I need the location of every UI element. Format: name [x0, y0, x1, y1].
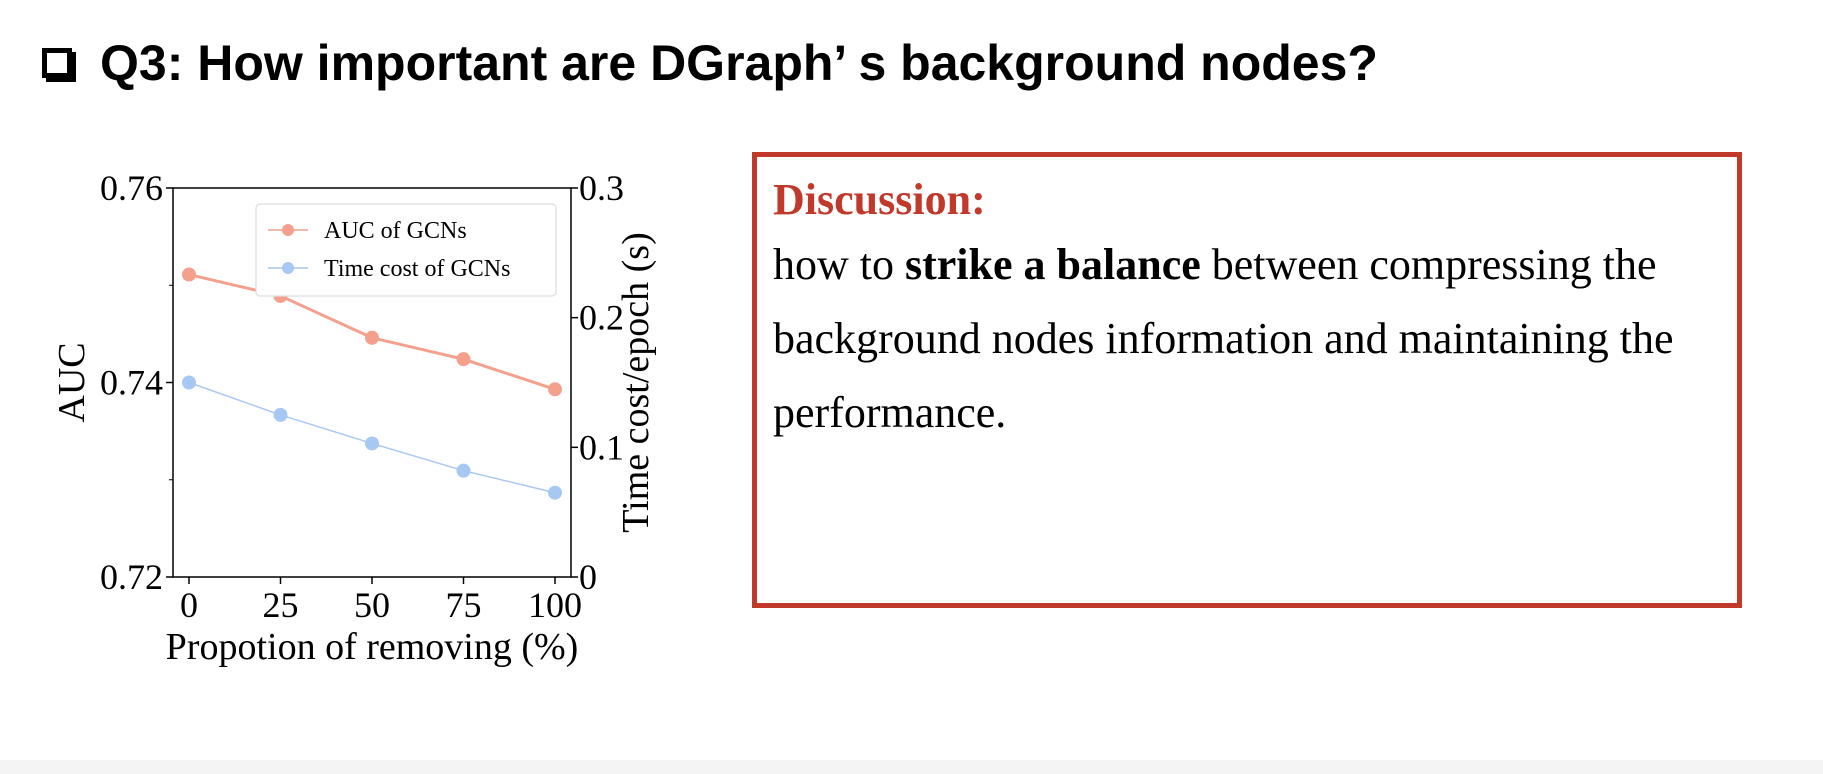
- discussion-body: how to strike a balance between compress…: [773, 228, 1723, 450]
- x-tick-label: 100: [528, 585, 582, 625]
- y2-tick-label: 0: [579, 557, 597, 597]
- discussion-heading: Discussion:: [773, 175, 986, 224]
- y2-axis-label: Time cost/epoch (s): [615, 232, 657, 532]
- x-tick-label: 50: [354, 585, 390, 625]
- x-tick-label: 75: [446, 585, 482, 625]
- checkbox-bullet-icon: [42, 48, 72, 78]
- x-axis-label: Propotion of removing (%): [166, 626, 579, 668]
- data-point: [548, 485, 562, 500]
- y2-tick-label: 0.2: [579, 298, 624, 338]
- legend-label: Time cost of GCNs: [324, 256, 510, 282]
- data-point: [456, 352, 471, 367]
- legend-marker: [282, 224, 294, 236]
- legend-label: AUC of GCNs: [324, 218, 467, 244]
- bottom-strip: [0, 760, 1823, 774]
- data-point: [456, 463, 471, 478]
- y-tick-label: 0.72: [100, 557, 163, 597]
- data-point: [182, 375, 196, 390]
- data-point: [365, 436, 379, 451]
- line-chart: 0.72 0.74 0.76 0 0.1 0.2 0.3 0 25 50 75 100Propotio…: [51, 168, 657, 668]
- legend-marker: [282, 262, 294, 274]
- discussion-emphasis: strike a balance: [905, 240, 1201, 290]
- y-tick-label: 0.76: [100, 168, 163, 208]
- slide-title: Q3: How important are DGraph’ s backgrou…: [42, 34, 1378, 92]
- discussion-box: Discussion: how to strike a balance betw…: [752, 152, 1742, 608]
- discussion-text-1: how to: [773, 240, 905, 290]
- y-tick-label: 0.74: [100, 363, 163, 403]
- y2-tick-label: 0.3: [579, 168, 624, 208]
- discussion-text-2: between compressing the background nodes…: [773, 240, 1674, 438]
- legend-box: [255, 203, 557, 297]
- data-point: [182, 267, 196, 282]
- data-point: [365, 330, 379, 345]
- y-axis-label: AUC: [51, 342, 93, 422]
- data-point: [548, 382, 562, 397]
- x-tick-label: 25: [263, 585, 299, 625]
- slide-title-text: Q3: How important are DGraph’ s backgrou…: [100, 35, 1378, 91]
- data-point: [273, 407, 288, 422]
- x-tick-label: 0: [180, 585, 198, 625]
- y2-tick-label: 0.1: [579, 427, 624, 467]
